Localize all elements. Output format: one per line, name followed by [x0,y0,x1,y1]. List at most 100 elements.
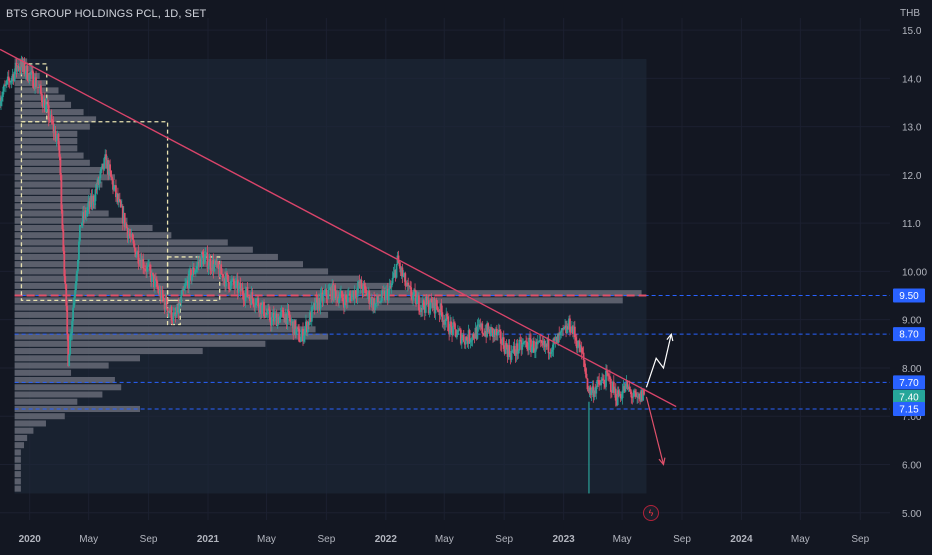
candle-body [614,388,617,401]
candle-body [424,296,427,313]
candle-body [106,160,109,169]
candle-body [365,289,368,297]
volume-profile-bar [14,362,109,369]
candle-body [499,331,502,344]
candle-body [152,272,154,275]
lightning-icon[interactable]: ϟ [643,505,659,521]
candle-body [12,74,15,81]
candle-body [296,327,299,329]
volume-profile-bar [14,420,46,427]
candle-body [121,206,124,224]
candle-body [428,309,431,314]
candle-body [416,297,418,305]
candle-body [195,265,198,270]
candle-body [185,282,187,286]
candle-body [350,293,353,302]
volume-profile-bar [14,261,304,268]
candle-body [337,296,339,304]
candle-body [112,180,114,190]
level-badge [893,288,925,303]
candle-body [55,138,58,141]
candle-body [209,258,212,270]
candle-body [501,337,504,345]
candle-body [98,178,101,184]
candle-body [78,241,80,260]
candle-body [0,100,2,107]
volume-profile-bar [14,159,90,166]
candle-body [542,340,545,346]
candle-body [27,80,30,82]
candle-body [353,290,356,300]
candle-body [636,396,639,398]
candle-body [69,335,72,355]
dashed-box [166,299,181,326]
candle-body [579,346,582,353]
candle-body [261,305,263,314]
candle-body [90,195,93,205]
candle-body [39,85,41,88]
candle-body [151,272,153,282]
candle-body [422,300,425,308]
volume-profile-bar [14,232,172,239]
candle-body [220,264,223,275]
candle-body [247,296,250,298]
candle-body [436,305,439,311]
candle-body [466,339,469,344]
volume-profile-bar [14,87,59,94]
candle-body [547,338,550,354]
x-tick-label: 2023 [552,534,575,545]
candle-body [213,264,216,272]
candle-body [271,313,274,317]
candle-body [288,311,291,319]
candle-body [267,308,269,315]
candle-body [25,65,28,74]
candle-body [216,261,219,265]
candle-body [113,186,115,190]
candle-body [110,170,112,178]
candle-body [122,213,125,224]
candle-body [398,262,401,267]
candle-body [613,388,616,393]
candle-body [313,303,316,310]
candle-body [620,398,623,399]
candle-body [97,179,100,184]
candle-body [48,119,51,121]
candle-body [382,291,385,292]
candle-body [427,300,430,314]
candle-body [469,341,472,343]
candle-body [607,372,609,376]
candle-body [399,266,402,273]
candle-body [640,390,642,402]
candle-body [137,251,140,264]
candle-body [26,65,29,81]
volume-profile-bar [14,326,316,333]
candle-body [160,290,163,300]
candle-body [70,333,73,336]
candle-body [438,311,441,316]
candle-body [199,258,202,267]
candle-body [228,281,230,290]
candle-body [226,272,228,275]
volume-profile-bar [14,203,97,210]
candle-body [208,258,211,266]
chart-title: BTS GROUP HOLDINGS PCL, 1D, SET [6,8,207,20]
candle-body [302,328,304,342]
y-tick-label: 8.00 [902,364,922,375]
candle-body [510,350,513,360]
candle-body [312,303,315,307]
candle-body [459,329,462,344]
candle-body [207,265,210,269]
candle-body [187,280,189,289]
candle-body [158,290,161,294]
level-badge-label: 9.50 [899,291,919,302]
x-tick-label: May [79,534,98,545]
volume-profile-bar [14,217,128,224]
candle-body [621,390,624,399]
candle-body [439,303,442,316]
candle-body [339,293,341,299]
candle-body [606,370,608,373]
volume-profile-bar [14,167,103,174]
candle-body [140,259,143,268]
